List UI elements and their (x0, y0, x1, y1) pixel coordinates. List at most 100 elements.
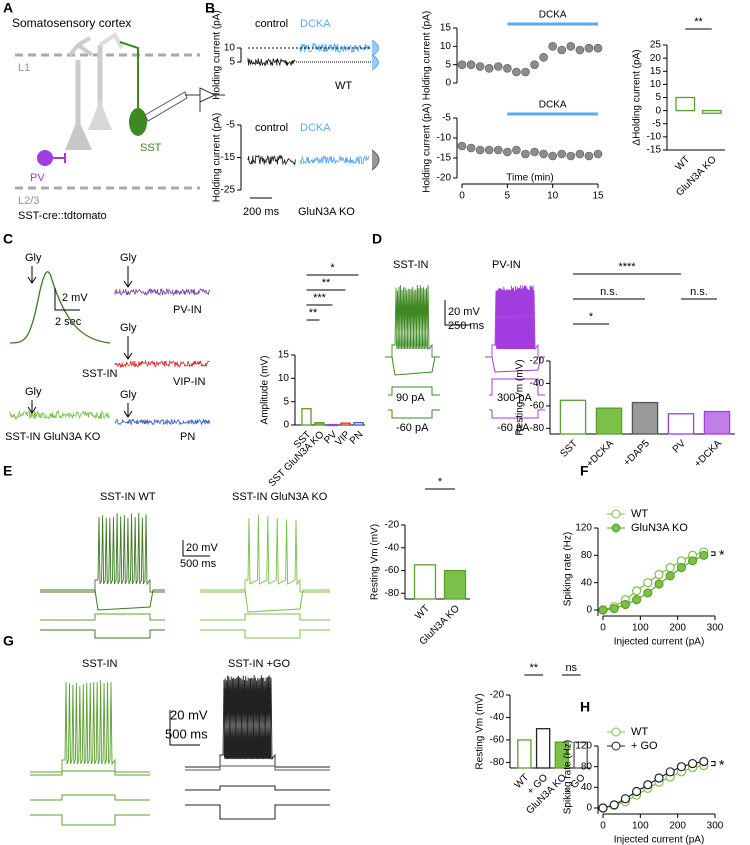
trace (485, 285, 545, 358)
trace (30, 814, 150, 826)
y-tick-label: 0 (283, 420, 289, 431)
trace (485, 356, 545, 373)
x-tick-label: 0 (600, 821, 606, 832)
y-tick-label: -5 (652, 118, 661, 129)
data-point (699, 550, 709, 560)
trace-label: DCKA (300, 122, 331, 134)
x-tick-label: +DCKA (692, 438, 724, 470)
y-tick-label: -40 (530, 378, 545, 389)
legend-marker (611, 509, 621, 519)
significance-label: *** (313, 292, 327, 304)
significance-bracket (711, 551, 716, 556)
bar (631, 401, 659, 435)
y-tick-label: -60 (530, 401, 545, 412)
trace-label: GluN3A KO (298, 206, 355, 218)
data-point (548, 42, 557, 51)
trace-label: SST-IN WT (100, 491, 156, 503)
layer-label: L2/3 (18, 195, 39, 207)
trace (114, 418, 211, 426)
data-point (493, 145, 503, 155)
bar (559, 399, 587, 435)
bar (535, 728, 551, 769)
stim-label: Gly (120, 252, 137, 264)
y-tick-label: 0 (586, 803, 592, 814)
legend-marker (611, 741, 621, 751)
y-axis-label: Spiking rate (Hz) (563, 740, 574, 814)
stim-label: Gly (25, 386, 42, 398)
trace-label: control (255, 18, 288, 30)
series-line (602, 760, 704, 809)
data-point (557, 149, 567, 159)
panel-letter: G (3, 633, 14, 649)
y-axis-label: Holding current (pA) (422, 103, 433, 192)
data-point (687, 556, 698, 566)
trace (247, 154, 296, 166)
panel-letter: E (3, 463, 12, 479)
scale-bar (182, 540, 210, 557)
y-axis-label: Resting Vm (mV) (515, 359, 526, 435)
series-line (602, 551, 704, 611)
data-point (631, 595, 642, 605)
data-point (484, 64, 494, 73)
data-point (539, 149, 548, 159)
x-tick-label: PN (348, 429, 366, 447)
stim-label: Gly (25, 252, 42, 264)
data-point (584, 43, 594, 53)
trace (200, 629, 330, 639)
pyramidal-cell (88, 100, 112, 130)
diagram: Somatosensory cortex L1 PV SST L2/3 SST-… (12, 16, 225, 222)
bar (703, 410, 731, 435)
y-tick-label: -20 (437, 173, 452, 184)
trace (30, 794, 150, 801)
arrow (123, 266, 133, 288)
x-tick-label: 300 (707, 623, 724, 634)
amplifier (185, 87, 225, 112)
y-tick-label: 15 (650, 66, 662, 77)
data-point (539, 53, 548, 62)
data-point (654, 773, 664, 783)
bar (554, 741, 570, 769)
x-tick-label: PV (671, 438, 688, 455)
data-point (609, 604, 619, 614)
data-point (620, 599, 631, 610)
trace (30, 680, 150, 773)
data-point (521, 67, 530, 77)
y-tick-label: 10 (440, 41, 452, 52)
bar (353, 422, 364, 426)
data-point (566, 42, 576, 51)
x-tick-label: SST (558, 438, 580, 460)
trace (114, 359, 211, 369)
panel-letter: H (580, 699, 590, 715)
significance-label: * (438, 476, 443, 488)
x-tick-label: 0 (600, 623, 606, 634)
y-tick-label: -40 (385, 542, 400, 553)
y-tick-label: 40 (581, 577, 593, 588)
panel-letter: F (580, 463, 589, 479)
trace (385, 284, 440, 358)
y-tick-label: 10 (650, 79, 662, 90)
y-tick-label: -5 (226, 120, 235, 131)
significance-label: ns (565, 662, 577, 674)
significance-label: n.s. (690, 286, 708, 298)
histogram (371, 149, 380, 171)
significance-label: ** (694, 16, 703, 28)
diagram-title: Somatosensory cortex (12, 16, 131, 30)
y-tick-label: -80 (490, 757, 505, 768)
y-tick-label: -80 (385, 588, 400, 599)
mouse-line: SST-cre::tdtomato (18, 210, 107, 222)
data-point (665, 571, 675, 581)
trace-label: SST-IN GluN3A KO (5, 431, 101, 443)
data-point (566, 151, 576, 161)
data-point (521, 149, 530, 159)
y-tick-label: -5 (442, 113, 451, 124)
pv-synapse (53, 153, 66, 163)
bar (573, 741, 588, 769)
legend-label: + GO (631, 740, 658, 752)
pv-cell (37, 150, 53, 166)
scale-label: 250 ms (448, 320, 485, 332)
y-tick-label: 120 (575, 741, 592, 752)
x-tick-label: WT (413, 603, 432, 622)
current-label: -60 pA (497, 422, 530, 434)
panel-letter: B (205, 0, 215, 16)
